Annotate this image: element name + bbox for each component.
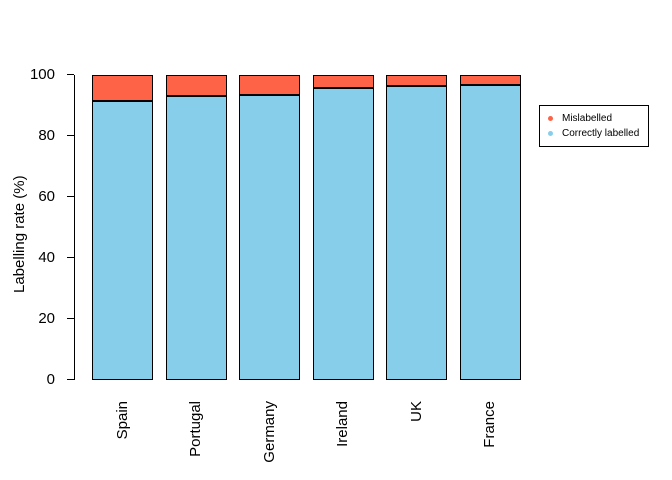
legend-item: Correctly labelled xyxy=(548,128,648,139)
y-tick-label: 60 xyxy=(38,187,55,205)
bar-ireland xyxy=(312,74,374,380)
x-axis-label: Ireland xyxy=(334,401,351,447)
y-tick-label: 40 xyxy=(38,248,55,266)
y-tick-mark xyxy=(66,74,74,75)
y-axis-line xyxy=(74,74,75,380)
bar-segment-correctly-labelled xyxy=(312,87,374,380)
x-axis-label: Spain xyxy=(113,401,131,440)
bar-uk xyxy=(386,74,447,380)
bar-segment-correctly-labelled xyxy=(459,84,521,380)
y-tick-label: 80 xyxy=(38,126,55,144)
y-tick-label: 100 xyxy=(29,65,55,83)
y-tick-mark xyxy=(66,257,74,258)
bar-segment-correctly-labelled xyxy=(386,85,447,380)
bar-segment-mislabelled xyxy=(92,74,153,101)
x-axis-label: France xyxy=(481,401,498,448)
y-tick-label: 20 xyxy=(38,309,55,327)
bar-segment-correctly-labelled xyxy=(92,100,153,380)
y-tick-mark xyxy=(66,318,74,319)
bar-segment-mislabelled xyxy=(165,74,227,96)
bar-segment-mislabelled xyxy=(239,74,300,95)
x-axis-label: UK xyxy=(407,401,425,422)
legend: Mislabelled Correctly labelled xyxy=(539,105,649,147)
y-tick-label: 0 xyxy=(46,370,55,388)
bar-france xyxy=(459,74,521,380)
legend-label: Correctly labelled xyxy=(562,128,640,139)
legend-item: Mislabelled xyxy=(548,113,648,124)
bar-segment-mislabelled xyxy=(386,74,447,86)
y-tick-mark xyxy=(66,135,74,136)
bar-germany xyxy=(239,74,300,380)
y-tick-mark xyxy=(66,379,74,380)
legend-dot-icon xyxy=(548,131,553,136)
bar-portugal xyxy=(165,74,227,380)
bar-segment-correctly-labelled xyxy=(239,94,300,380)
x-axis-label: Germany xyxy=(260,401,278,463)
bar-spain xyxy=(92,74,153,380)
bar-segment-mislabelled xyxy=(312,74,374,88)
legend-label: Mislabelled xyxy=(562,113,613,124)
x-axis-label: Portugal xyxy=(187,401,204,457)
legend-dot-icon xyxy=(548,116,553,121)
y-tick-mark xyxy=(66,196,74,197)
bar-segment-mislabelled xyxy=(459,74,521,85)
bar-segment-correctly-labelled xyxy=(165,95,227,380)
